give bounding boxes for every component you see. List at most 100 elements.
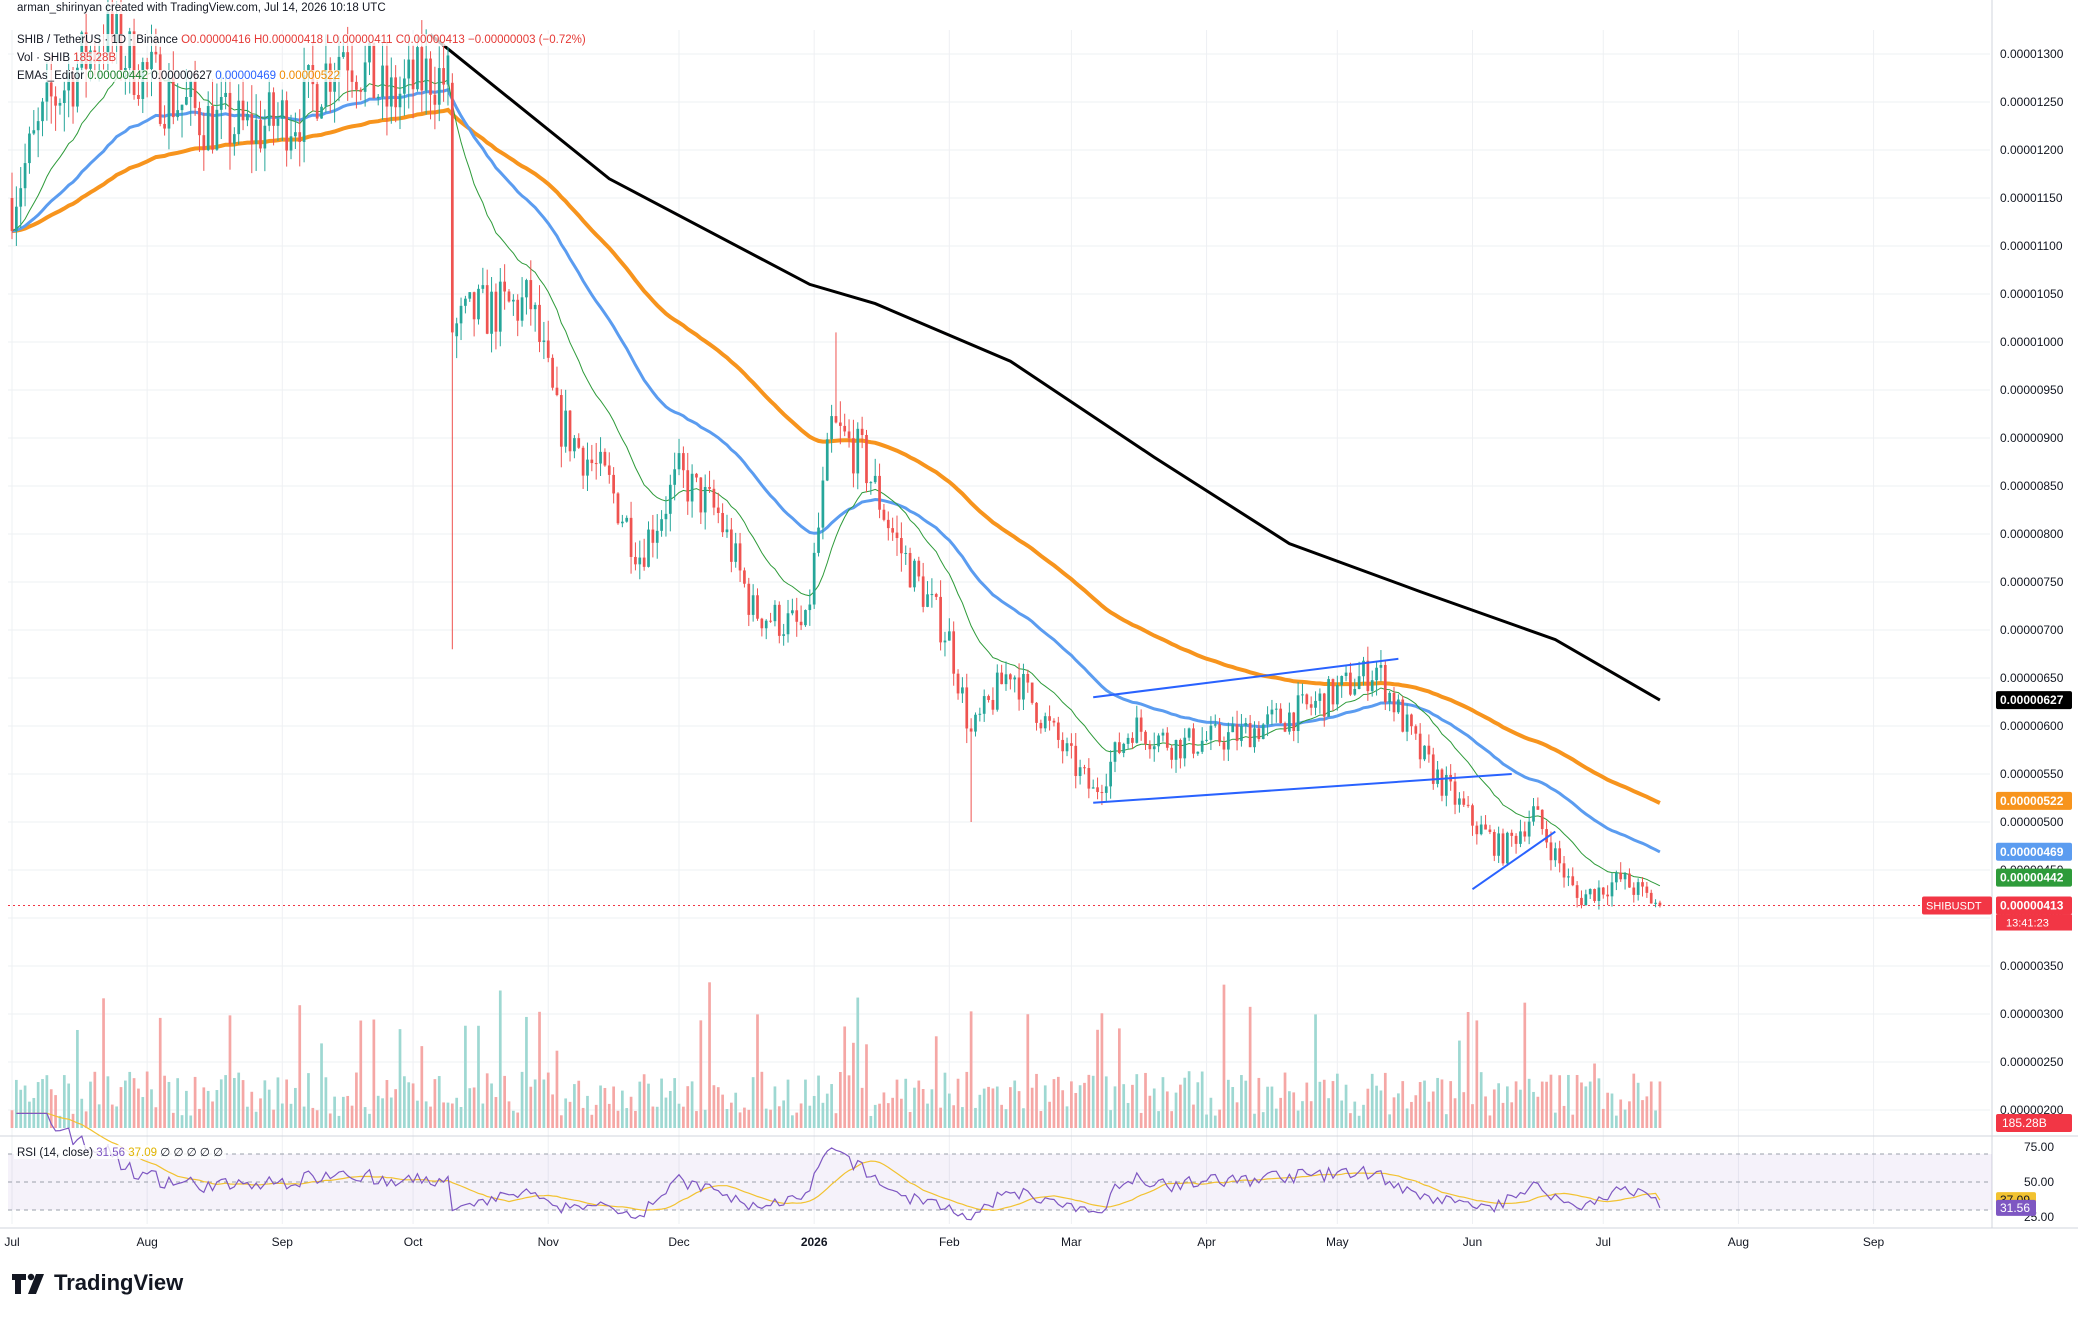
candle-body xyxy=(76,67,79,107)
volume-bar xyxy=(551,1094,554,1128)
candle-body xyxy=(403,78,406,94)
candle-body xyxy=(603,451,607,466)
candle-body xyxy=(1427,745,1431,755)
rsi-legend[interactable]: RSI (14, close) 31.56 37.09 ∅ ∅ ∅ ∅ ∅ xyxy=(14,1145,227,1159)
volume-bar xyxy=(1266,1086,1269,1128)
volume-bar xyxy=(494,1097,498,1128)
volume-bar xyxy=(982,1088,986,1128)
candle-body xyxy=(616,493,620,524)
volume-bar xyxy=(756,1014,759,1128)
candle-body xyxy=(1362,660,1365,677)
candle-body xyxy=(36,121,40,131)
volume-bar xyxy=(381,1098,384,1128)
candle-body xyxy=(956,673,960,694)
price-tick-label: 0.00001250 xyxy=(2000,95,2064,109)
candle-body xyxy=(1083,767,1086,769)
candle-body xyxy=(834,416,838,423)
candle-body xyxy=(782,634,786,636)
volume-bar xyxy=(634,1110,637,1128)
candle-body xyxy=(490,291,493,334)
volume-bar xyxy=(577,1080,581,1128)
candle-body xyxy=(564,410,568,447)
volume-bar xyxy=(795,1112,799,1128)
candle-body xyxy=(49,82,53,97)
volume-bar xyxy=(1370,1073,1374,1128)
volume-bar xyxy=(1506,1086,1509,1128)
candle-body xyxy=(1614,872,1618,883)
candle-body xyxy=(394,77,398,108)
candle-body xyxy=(171,77,175,118)
candle-body xyxy=(498,281,502,332)
candle-body xyxy=(128,31,132,69)
candle-body xyxy=(459,305,463,324)
volume-bar xyxy=(1056,1076,1060,1128)
ema200-line xyxy=(429,33,1661,702)
candle-body xyxy=(969,728,973,732)
volume-bar xyxy=(45,1075,49,1128)
candle-body xyxy=(716,507,720,513)
volume-bar xyxy=(1288,1091,1291,1128)
ema-legend[interactable]: EMAs_Editor 0.00000442 0.00000627 0.0000… xyxy=(14,70,343,82)
volume-bar xyxy=(36,1082,40,1128)
volume-bar xyxy=(786,1079,790,1128)
volume-bar xyxy=(1366,1088,1370,1128)
volume-legend[interactable]: Vol · SHIB 185.28B xyxy=(14,52,120,64)
volume-bar xyxy=(1649,1081,1653,1128)
candle-body xyxy=(389,77,393,107)
candle-body xyxy=(58,102,62,106)
volume-bar xyxy=(686,1086,690,1128)
volume-bar xyxy=(346,1095,350,1128)
candle-body xyxy=(193,81,197,108)
candle-body xyxy=(1283,723,1287,732)
price-tick-label: 0.00001050 xyxy=(2000,287,2064,301)
volume-bar xyxy=(664,1097,668,1128)
volume-bar xyxy=(895,1079,899,1128)
candle-body xyxy=(1488,829,1492,832)
volume-bar xyxy=(1039,1111,1043,1128)
volume-bar xyxy=(1274,1108,1278,1128)
volume-bar xyxy=(328,1113,332,1128)
candle-body xyxy=(525,280,528,298)
candle-body xyxy=(926,594,929,607)
volume-bar xyxy=(307,1073,310,1128)
candle-body xyxy=(464,298,467,306)
volume-bar xyxy=(472,1087,476,1128)
candle-body xyxy=(1497,833,1500,856)
volume-bar xyxy=(830,1084,833,1128)
volume-bar xyxy=(703,1109,707,1128)
ema-label: EMAs_Editor xyxy=(17,70,85,82)
candle-body xyxy=(743,570,746,584)
candle-body xyxy=(690,473,694,502)
volume-bar xyxy=(123,1080,127,1128)
volume-bar xyxy=(1645,1096,1649,1128)
volume-bar xyxy=(416,1100,419,1128)
candle-body xyxy=(1349,672,1352,695)
chart-credit: arman_shirinyan created with TradingView… xyxy=(14,2,389,14)
symbol-pair[interactable]: SHIB / TetherUS · 1D · Binance xyxy=(17,34,178,46)
time-tick-label: Aug xyxy=(136,1235,157,1249)
volume-bar xyxy=(429,1106,432,1128)
volume-bar xyxy=(1440,1079,1444,1128)
time-tick-label: Apr xyxy=(1197,1235,1216,1249)
candle-body xyxy=(1558,848,1562,864)
volume-bar xyxy=(1231,1086,1235,1128)
volume-bar xyxy=(573,1084,576,1128)
candle-body xyxy=(1606,894,1609,897)
candle-body xyxy=(1619,872,1623,880)
tradingview-logo[interactable]: TradingView xyxy=(12,1270,183,1296)
candle-body xyxy=(202,135,206,151)
candle-body xyxy=(468,292,472,299)
volume-bar xyxy=(163,1075,166,1128)
volume-bar xyxy=(1519,1089,1522,1128)
candle-body xyxy=(298,132,302,142)
candle-body xyxy=(442,68,445,85)
candle-body xyxy=(1109,761,1112,787)
volume-bar xyxy=(477,1025,480,1128)
volume-bar xyxy=(97,1104,101,1128)
price-tick-label: 0.00001000 xyxy=(2000,335,2064,349)
candle-body xyxy=(1248,723,1252,748)
symbol-ohlc-legend[interactable]: SHIB / TetherUS · 1D · Binance O0.000004… xyxy=(14,34,589,46)
price-tag-0.00000627: 0.00000627 xyxy=(2000,693,2064,707)
